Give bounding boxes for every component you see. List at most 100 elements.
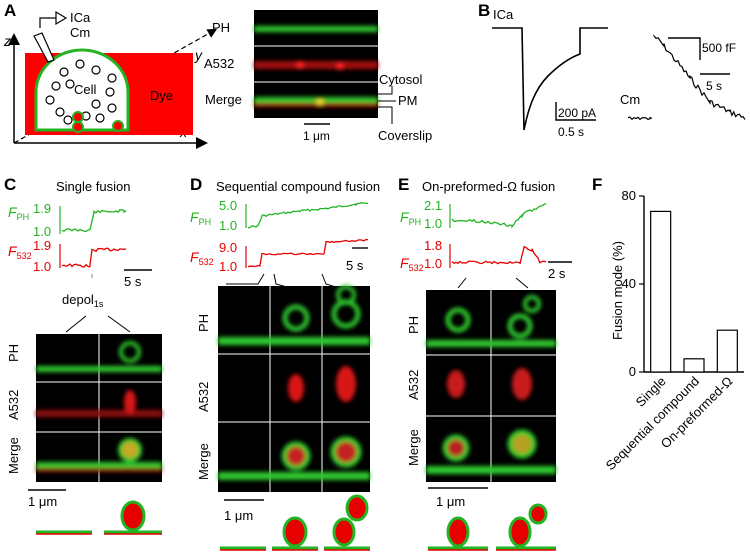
c-row-label-ph: PH: [6, 344, 21, 362]
d-ph-tick-top: 5.0: [219, 198, 237, 213]
d-time-label: 5 s: [346, 258, 364, 273]
dye-label: Dye: [150, 88, 173, 103]
d-a532-trace: [247, 238, 369, 268]
c-ph-tick-bottom: 1.0: [33, 224, 51, 239]
f-bar: [650, 210, 672, 373]
y-label: y: [194, 47, 203, 63]
a-row-label-a532: A532: [204, 56, 234, 71]
e-time-label: 2 s: [548, 266, 566, 281]
c-a532-trace: [61, 247, 127, 268]
panel-a-letter: A: [4, 1, 16, 20]
d-schematics: [220, 494, 370, 551]
e-fph-label: FPH: [400, 209, 421, 227]
e-ph-tick-bottom: 1.0: [424, 216, 442, 231]
c-a532-tick-bottom: 1.0: [33, 259, 51, 274]
panel-c: C Single fusion FPH F532 1.9 1.0 1.9 1.0…: [4, 175, 162, 535]
c-depol-label: depol1s: [62, 292, 104, 309]
cm-trace: [627, 34, 746, 121]
d-title: Sequential compound fusion: [216, 179, 380, 194]
f-y-tick-label: 80: [622, 188, 636, 203]
c-a532-tick-top: 1.9: [33, 238, 51, 253]
a-scale-label: 1 μm: [303, 129, 330, 143]
f-y-tick-label: 40: [622, 276, 636, 291]
e-a532-tick-top: 1.8: [424, 238, 442, 253]
panel-b-letter: B: [478, 1, 490, 20]
amplifier-icon: [55, 10, 68, 26]
e-row-label-ph: PH: [406, 316, 421, 334]
c-f532-label: F532: [8, 243, 32, 261]
c-time-label: 5 s: [124, 274, 142, 289]
cell-label: Cell: [74, 82, 97, 97]
c-ph-trace: [61, 209, 127, 233]
panel-d: D Sequential compound fusion FPH F532 5.…: [190, 175, 380, 551]
a-row-label-merge: Merge: [205, 92, 242, 107]
panel-c-letter: C: [4, 175, 16, 194]
e-row-label-a532: A532: [406, 370, 421, 400]
panel-e: E On-preformed-Ω fusion FPH F532 2.1 1.0…: [398, 175, 572, 551]
d-f532-label: F532: [190, 249, 214, 267]
f-bar: [683, 358, 705, 373]
d-image-grid: [218, 285, 370, 492]
d-scale-label: 1 μm: [224, 508, 253, 523]
d-ph-tick-bottom: 1.0: [219, 218, 237, 233]
vesicles: [45, 59, 117, 125]
a-image-strips: [254, 10, 378, 118]
b-cm-label: Cm: [620, 92, 640, 107]
c-title: Single fusion: [56, 179, 130, 194]
panel-d-letter: D: [190, 175, 202, 194]
c-row-label-a532: A532: [6, 390, 21, 420]
e-scale-label: 1 μm: [436, 494, 465, 509]
ica-scale-x: 0.5 s: [558, 125, 584, 139]
d-row-label-ph: PH: [196, 314, 211, 332]
cm-scale-bar: [668, 37, 701, 60]
ica-scale-y: 200 pA: [558, 106, 596, 120]
e-title: On-preformed-Ω fusion: [422, 179, 555, 194]
e-a532-tick-bottom: 1.0: [424, 256, 442, 271]
d-row-label-merge: Merge: [196, 443, 211, 480]
c-scale-label: 1 μm: [28, 494, 57, 509]
z-label: z: [3, 33, 11, 49]
e-schematics: [428, 503, 556, 551]
cytosol-label: Cytosol: [379, 72, 422, 87]
fusing-vesicles: [72, 111, 124, 133]
e-ph-tick-top: 2.1: [424, 198, 442, 213]
coverslip-bracket: [378, 106, 393, 124]
cm-scale-y: 500 fF: [702, 41, 736, 55]
cell: [34, 48, 130, 132]
c-fph-label: FPH: [8, 204, 29, 222]
ica-trace: [492, 27, 608, 131]
c-row-label-merge: Merge: [6, 437, 21, 474]
d-ph-trace: [247, 202, 368, 229]
f-bar: [716, 329, 738, 373]
pipette-wire: [39, 17, 56, 28]
e-ph-trace: [451, 203, 547, 229]
c-schematics: [36, 500, 162, 535]
e-a532-trace: [451, 245, 547, 265]
cm-scale-x: 5 s: [706, 79, 722, 93]
d-a532-tick-bottom: 1.0: [219, 259, 237, 274]
panel-b: B ICa 200 pA 0.5 s Cm 500 fF 5 s: [478, 1, 746, 139]
f-y-tick-label: 0: [629, 364, 636, 379]
cytosol-bracket: [378, 86, 393, 95]
a-row-label-ph: PH: [212, 20, 230, 35]
pm-label: PM: [398, 93, 418, 108]
d-a532-tick-top: 9.0: [219, 240, 237, 255]
d-row-label-a532: A532: [196, 382, 211, 412]
f-y-axis-label: Fusion mode (%): [610, 241, 625, 340]
panel-f: F Fusion mode (%) 04080SingleSequential …: [592, 175, 744, 473]
e-f532-label: F532: [400, 255, 424, 273]
e-row-label-merge: Merge: [406, 429, 421, 466]
d-fph-label: FPH: [190, 209, 211, 227]
panel-e-letter: E: [398, 175, 409, 194]
b-ica-label: ICa: [493, 7, 514, 22]
e-image-grid: [426, 290, 556, 482]
c-ph-tick-top: 1.9: [33, 201, 51, 216]
panel-f-letter: F: [592, 175, 602, 194]
a-ica-label: ICa: [70, 10, 91, 25]
coverslip-label: Coverslip: [378, 128, 432, 143]
a-cm-label: Cm: [70, 25, 90, 40]
ica-scale-bar: [555, 102, 596, 121]
panel-a: A z y x Cell Dye ICa Cm: [3, 1, 432, 149]
c-image-grid: [36, 334, 162, 482]
pipette: [33, 32, 55, 63]
